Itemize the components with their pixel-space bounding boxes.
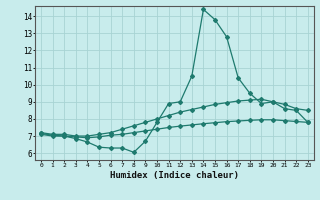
X-axis label: Humidex (Indice chaleur): Humidex (Indice chaleur) [110,171,239,180]
